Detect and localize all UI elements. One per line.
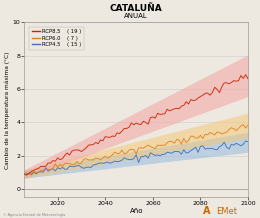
- Text: © Agencia Estatal de Meteorología: © Agencia Estatal de Meteorología: [3, 213, 65, 217]
- Y-axis label: Cambio de la temperatura máxima (°C): Cambio de la temperatura máxima (°C): [4, 51, 10, 169]
- Legend: RCP8.5    ( 19 ), RCP6.0    ( 7 ), RCP4.5    ( 15 ): RCP8.5 ( 19 ), RCP6.0 ( 7 ), RCP4.5 ( 15…: [29, 27, 84, 49]
- Text: A: A: [203, 206, 210, 216]
- X-axis label: Año: Año: [129, 208, 143, 214]
- Title: CATALUÑA: CATALUÑA: [110, 4, 162, 13]
- Text: ANUAL: ANUAL: [124, 13, 148, 19]
- Text: EMet: EMet: [216, 207, 237, 216]
